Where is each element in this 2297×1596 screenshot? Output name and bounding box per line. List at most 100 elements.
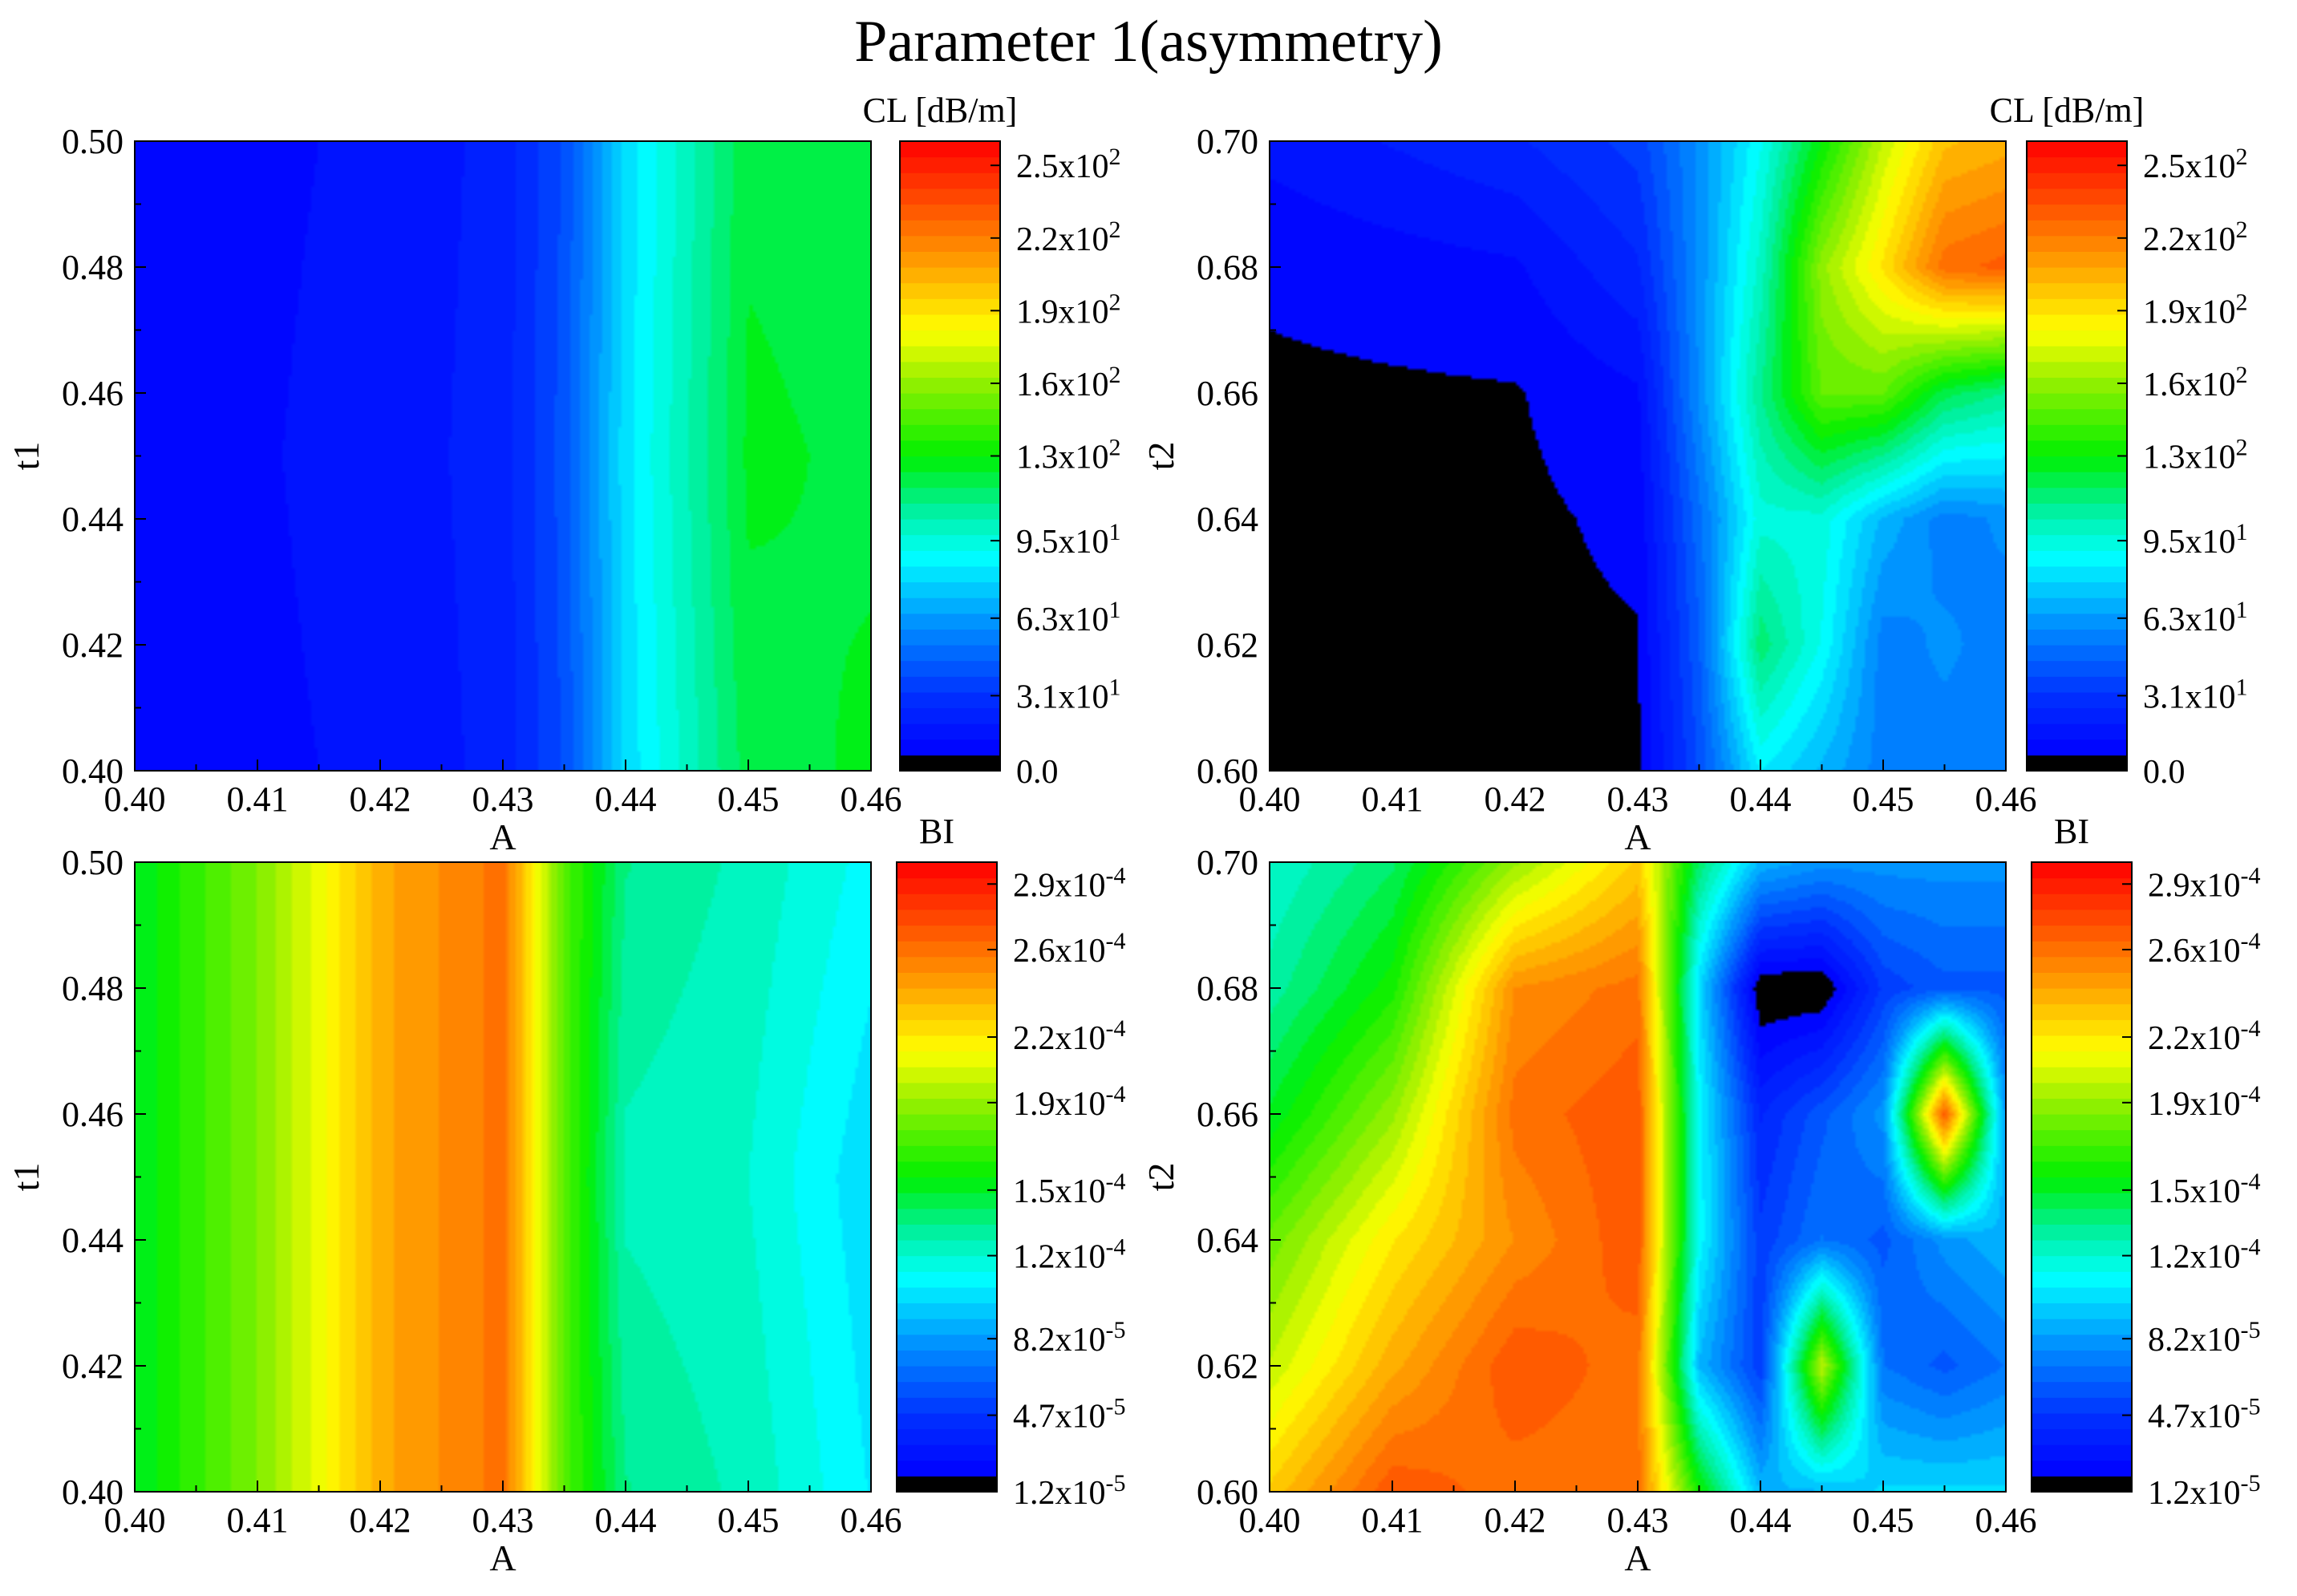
colorbar-tick-label: 1.3x102 <box>2143 435 2248 476</box>
colorbar-segment <box>897 1193 997 1209</box>
colorbar-segment <box>897 941 997 958</box>
colorbar-tick-label: 0.0 <box>2143 754 2186 791</box>
colorbar-segment <box>900 691 1000 709</box>
x-tick-label: 0.40 <box>104 1501 166 1540</box>
colorbar-tick-label: 2.6x10-4 <box>2148 928 2261 970</box>
colorbar-segment <box>2032 877 2132 894</box>
colorbar-tick-label: 1.5x10-4 <box>1013 1169 1126 1210</box>
y-tick-label: 0.42 <box>62 1347 124 1386</box>
x-tick-label: 0.44 <box>1730 780 1792 819</box>
colorbar-segment <box>2027 565 2127 583</box>
colorbar-segment <box>2027 377 2127 394</box>
colorbar-tick-label: 6.3x101 <box>1016 597 1121 638</box>
colorbar-segment <box>2027 204 2127 221</box>
y-tick-label: 0.66 <box>1197 374 1258 413</box>
colorbar-segment <box>2032 1035 2132 1052</box>
y-tick-label: 0.68 <box>1197 248 1258 287</box>
x-tick-label: 0.43 <box>1607 1501 1669 1540</box>
colorbar-segment <box>2027 597 2127 614</box>
colorbar-tick-label: 4.7x10-5 <box>2148 1394 2261 1436</box>
colorbar-segment <box>900 314 1000 331</box>
x-axis-label: A <box>489 816 516 857</box>
y-tick-label: 0.70 <box>1197 122 1258 161</box>
colorbar-segment <box>2027 691 2127 709</box>
colorbar-segment <box>2027 487 2127 504</box>
colorbar-tick-label: 1.9x102 <box>2143 289 2248 330</box>
y-tick-label: 0.62 <box>1197 626 1258 665</box>
colorbar-segment <box>2032 1412 2132 1430</box>
colorbar-segment <box>900 204 1000 221</box>
colorbar-segment <box>2027 172 2127 189</box>
colorbar-segment <box>897 956 997 973</box>
x-tick-label: 0.43 <box>472 780 534 819</box>
colorbar-segment <box>2027 235 2127 252</box>
colorbar-segment <box>900 613 1000 630</box>
y-tick-label: 0.46 <box>62 1095 124 1134</box>
y-tick-label: 0.50 <box>62 843 124 882</box>
x-tick-label: 0.41 <box>227 780 289 819</box>
y-tick-label: 0.48 <box>62 969 124 1008</box>
colorbar-segment <box>897 1224 997 1241</box>
colorbar-segment <box>2027 503 2127 520</box>
heatmap-field <box>1270 862 2006 1492</box>
colorbar-segment <box>2032 1098 2132 1115</box>
x-tick-label: 0.44 <box>1730 1501 1792 1540</box>
colorbar-segment <box>2027 707 2127 724</box>
colorbar-segment <box>2032 1334 2132 1351</box>
y-tick-label: 0.48 <box>62 248 124 287</box>
colorbar-segment <box>897 862 997 879</box>
colorbar-segment <box>2032 1177 2132 1193</box>
colorbar-segment <box>897 1428 997 1445</box>
colorbar-segment <box>2027 267 2127 284</box>
x-tick-label: 0.42 <box>350 780 411 819</box>
colorbar-label: CL [dB/m] <box>863 91 1018 130</box>
colorbar-segment <box>897 1051 997 1067</box>
colorbar-segment <box>897 1145 997 1162</box>
colorbar-segment <box>900 188 1000 205</box>
colorbar-segment <box>897 1350 997 1367</box>
y-tick-label: 0.60 <box>1197 1472 1258 1512</box>
colorbar-segment <box>2032 862 2132 879</box>
colorbar-segment <box>897 988 997 1005</box>
colorbar-segment <box>2027 330 2127 346</box>
colorbar-segment <box>2032 925 2132 942</box>
y-tick-label: 0.66 <box>1197 1095 1258 1134</box>
colorbar-segment <box>897 925 997 942</box>
panel-bottom-left: 0.40 0.41 0.42 0.43 0.44 0.45 0.46 0.40 0.42 0.44… <box>6 812 1126 1578</box>
colorbar-segment <box>900 707 1000 724</box>
colorbar-segment <box>900 739 1000 755</box>
colorbar-segment <box>2027 188 2127 205</box>
colorbar-segment <box>900 629 1000 646</box>
colorbar-segment <box>2027 613 2127 630</box>
colorbar-segment <box>900 424 1000 441</box>
colorbar-segment <box>900 393 1000 410</box>
colorbar-segment <box>2027 660 2127 677</box>
y-tick-label: 0.50 <box>62 122 124 161</box>
colorbar-segment <box>2032 1428 2132 1445</box>
colorbar-segment <box>900 534 1000 551</box>
colorbar-segment <box>897 1177 997 1193</box>
colorbar-tick-label: 2.2x10-4 <box>2148 1015 2261 1057</box>
x-axis-label: A <box>1624 1537 1651 1578</box>
colorbar-segment <box>2027 629 2127 646</box>
colorbar-segment <box>2032 1319 2132 1335</box>
colorbar-segment <box>900 723 1000 740</box>
colorbar-segment <box>900 251 1000 268</box>
colorbar-segment <box>900 282 1000 299</box>
y-tick-label: 0.46 <box>62 374 124 413</box>
colorbar-segment <box>2032 1003 2132 1020</box>
colorbar-segment <box>2032 988 2132 1005</box>
colorbar-segment <box>900 456 1000 472</box>
colorbar-segment <box>900 519 1000 536</box>
colorbar-tick-label: 2.5x102 <box>2143 144 2248 185</box>
colorbar-tick-label: 1.9x102 <box>1016 289 1121 330</box>
colorbar-segment <box>897 877 997 894</box>
colorbar-segment <box>2032 941 2132 958</box>
colorbar-segment <box>900 220 1000 237</box>
colorbar-tick-label: 6.3x101 <box>2143 597 2248 638</box>
colorbar-segment <box>897 1114 997 1131</box>
x-tick-label: 0.42 <box>1485 1501 1546 1540</box>
colorbar-segment <box>897 1319 997 1335</box>
colorbar-segment <box>2027 739 2127 755</box>
colorbar-segment <box>2032 1302 2132 1319</box>
